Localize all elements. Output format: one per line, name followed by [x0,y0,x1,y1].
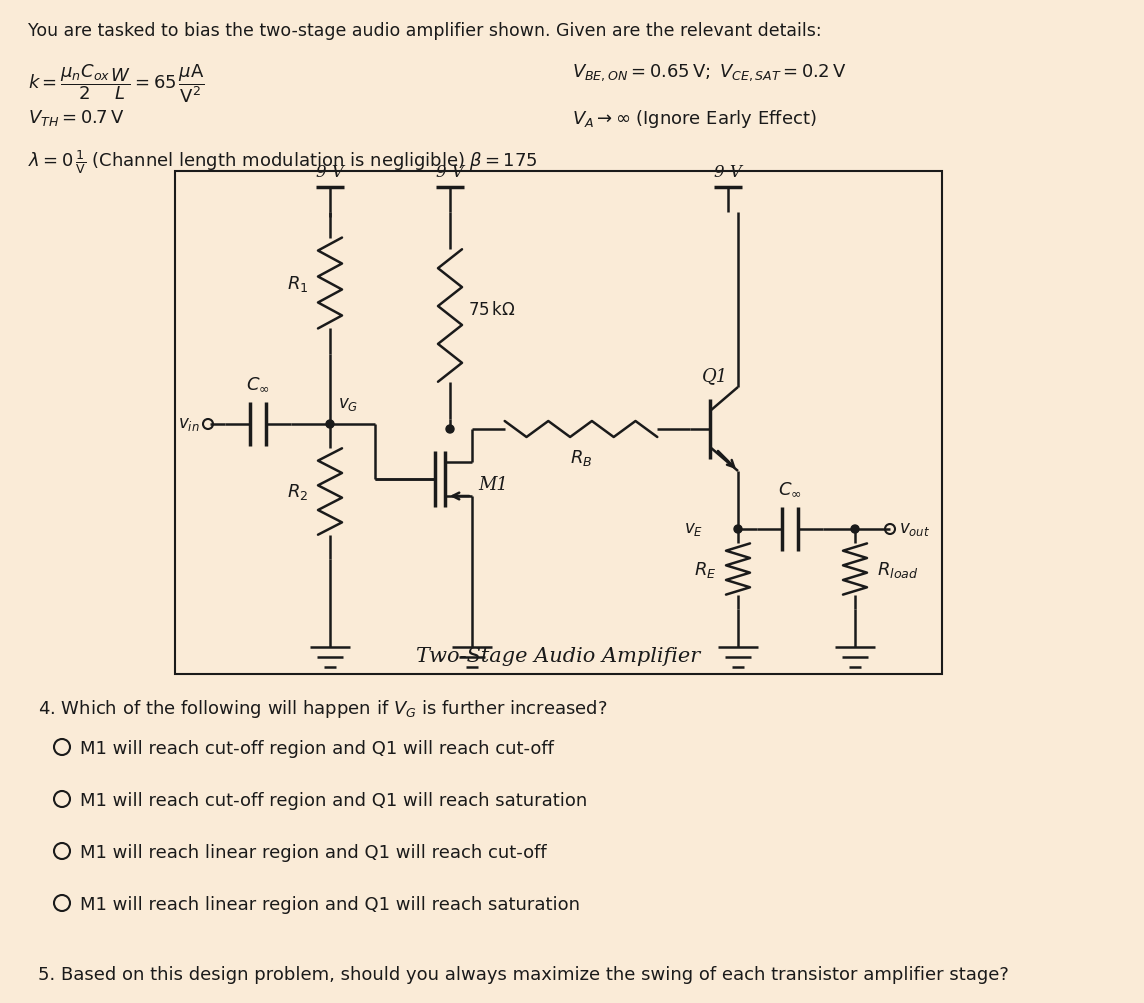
Circle shape [734,526,742,534]
Text: $v_{out}$: $v_{out}$ [899,521,930,538]
Text: $V_A \rightarrow \infty\;\mathrm{(Ignore\ Early\ Effect)}$: $V_A \rightarrow \infty\;\mathrm{(Ignore… [572,108,817,129]
Text: $R_1$: $R_1$ [287,274,308,294]
Text: 9 V: 9 V [316,163,344,181]
Text: M1 will reach cut-off region and Q1 will reach saturation: M1 will reach cut-off region and Q1 will… [80,791,587,809]
Text: $R_2$: $R_2$ [287,482,308,502]
Text: $v_G$: $v_G$ [337,395,358,412]
Text: Q1: Q1 [702,367,729,384]
Text: $k = \dfrac{\mu_n C_{ox}}{2} \dfrac{W}{L} = 65\,\dfrac{\mu\mathrm{A}}{\mathrm{V}: $k = \dfrac{\mu_n C_{ox}}{2} \dfrac{W}{L… [27,62,205,104]
Text: $V_{BE,ON} = 0.65\,\mathrm{V};\;V_{CE,SAT} = 0.2\,\mathrm{V}$: $V_{BE,ON} = 0.65\,\mathrm{V};\;V_{CE,SA… [572,62,847,82]
Circle shape [326,420,334,428]
Text: $\lambda = 0\,\frac{1}{\mathrm{V}}\;\mathrm{(Channel\ length\ modulation\ is\ ne: $\lambda = 0\,\frac{1}{\mathrm{V}}\;\mat… [27,147,538,176]
Text: $C_\infty$: $C_\infty$ [778,479,802,497]
FancyBboxPatch shape [175,172,942,674]
Text: 5. Based on this design problem, should you always maximize the swing of each tr: 5. Based on this design problem, should … [38,965,1009,983]
Text: M1: M1 [478,475,508,493]
Text: M1 will reach linear region and Q1 will reach saturation: M1 will reach linear region and Q1 will … [80,895,580,913]
Text: $R_B$: $R_B$ [570,447,593,467]
Text: 9 V: 9 V [436,163,464,181]
Text: 4. Which of the following will happen if $V_G$ is further increased?: 4. Which of the following will happen if… [38,697,607,719]
Text: $v_{in}$: $v_{in}$ [178,416,200,433]
Text: $V_{TH} = 0.7\,\mathrm{V}$: $V_{TH} = 0.7\,\mathrm{V}$ [27,108,125,127]
Text: M1 will reach linear region and Q1 will reach cut-off: M1 will reach linear region and Q1 will … [80,844,547,862]
Text: Two-Stage Audio Amplifier: Two-Stage Audio Amplifier [416,647,700,666]
Text: $v_E$: $v_E$ [684,521,704,538]
Text: 9 V: 9 V [714,163,742,181]
Circle shape [446,425,454,433]
Text: $R_{load}$: $R_{load}$ [877,560,919,580]
Text: You are tasked to bias the two-stage audio amplifier shown. Given are the releva: You are tasked to bias the two-stage aud… [27,22,821,40]
Text: $C_\infty$: $C_\infty$ [246,375,270,392]
Circle shape [851,526,859,534]
Text: $75\,\mathrm{k\Omega}$: $75\,\mathrm{k\Omega}$ [468,301,516,319]
Text: M1 will reach cut-off region and Q1 will reach cut-off: M1 will reach cut-off region and Q1 will… [80,739,554,757]
Text: $R_E$: $R_E$ [693,560,716,580]
